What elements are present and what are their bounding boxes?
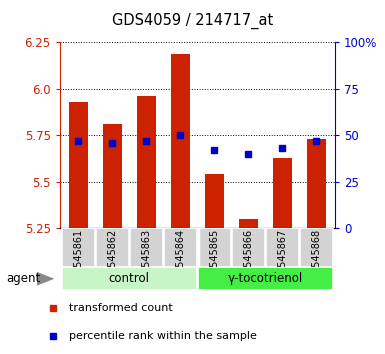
Bar: [130, 228, 162, 267]
Text: GSM545866: GSM545866: [243, 229, 253, 288]
Bar: [137, 96, 156, 228]
Text: GSM545863: GSM545863: [141, 229, 151, 288]
Text: agent: agent: [6, 272, 40, 285]
Text: percentile rank within the sample: percentile rank within the sample: [69, 331, 256, 341]
Bar: [96, 228, 129, 267]
Text: GSM545861: GSM545861: [74, 229, 84, 288]
Bar: [62, 228, 95, 267]
Bar: [103, 124, 122, 228]
Bar: [198, 267, 333, 290]
Bar: [300, 228, 333, 267]
Text: GDS4059 / 214717_at: GDS4059 / 214717_at: [112, 12, 273, 29]
Bar: [205, 175, 224, 228]
Bar: [273, 158, 291, 228]
Bar: [171, 53, 190, 228]
Bar: [266, 228, 299, 267]
Bar: [307, 139, 326, 228]
Text: GSM545864: GSM545864: [175, 229, 185, 288]
Text: GSM545862: GSM545862: [107, 229, 117, 289]
Polygon shape: [37, 272, 54, 286]
Bar: [164, 228, 197, 267]
Text: transformed count: transformed count: [69, 303, 172, 313]
Bar: [239, 219, 258, 228]
Text: GSM545867: GSM545867: [277, 229, 287, 289]
Text: γ-tocotrienol: γ-tocotrienol: [228, 272, 303, 285]
Bar: [198, 228, 231, 267]
Bar: [62, 267, 197, 290]
Text: GSM545865: GSM545865: [209, 229, 219, 289]
Bar: [232, 228, 264, 267]
Text: GSM545868: GSM545868: [311, 229, 321, 288]
Text: control: control: [109, 272, 150, 285]
Bar: [69, 102, 88, 228]
